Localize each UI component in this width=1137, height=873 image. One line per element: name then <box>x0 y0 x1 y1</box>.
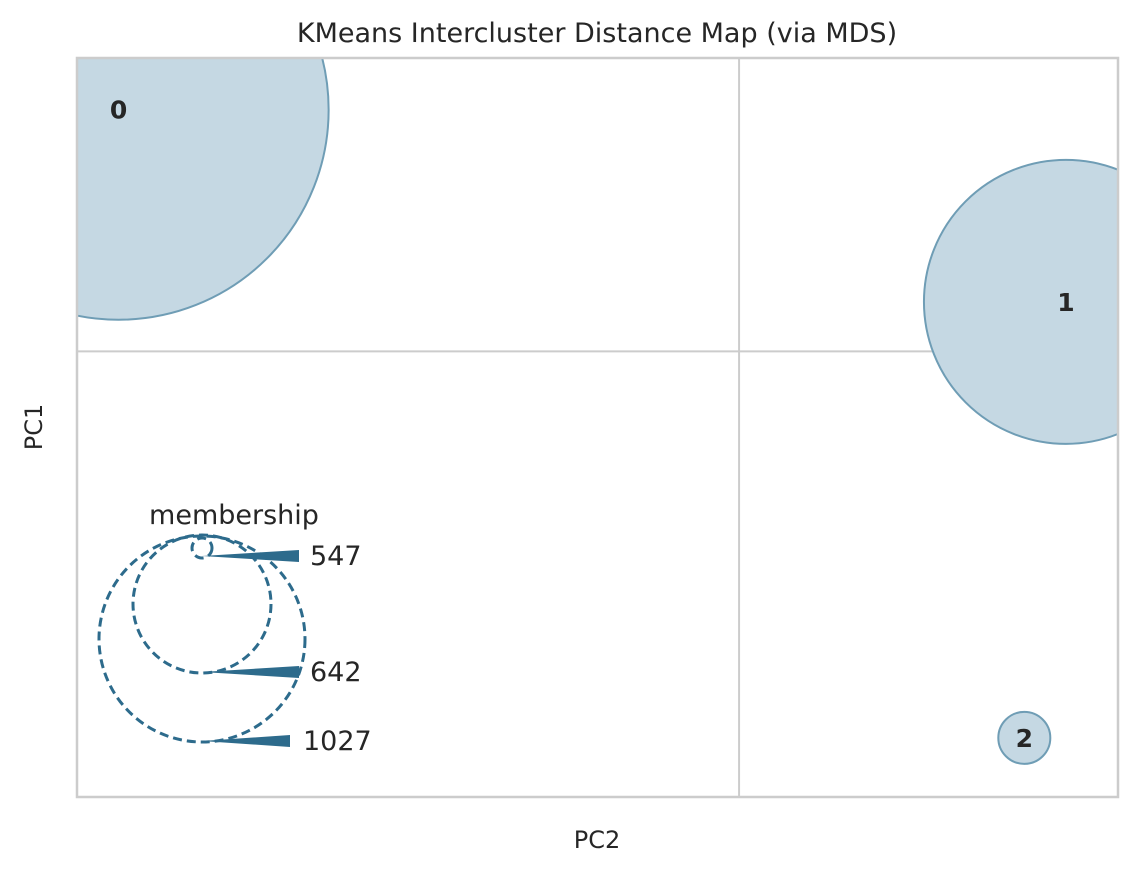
cluster-label-0: 0 <box>110 96 127 125</box>
cluster-label-1: 1 <box>1057 288 1074 317</box>
cluster-labels: 0 1 2 <box>110 96 1075 753</box>
x-axis-label: PC2 <box>574 826 621 854</box>
legend-pointer-1027 <box>202 735 290 747</box>
membership-legend: membership 547 642 1027 <box>97 500 372 757</box>
cluster-bubble-0 <box>77 58 330 321</box>
legend-entry-547: 547 <box>310 541 362 572</box>
legend-circle-547 <box>190 536 214 560</box>
cluster-bubble-2 <box>997 710 1052 765</box>
cluster-label-2: 2 <box>1016 724 1033 753</box>
legend-pointer-642 <box>202 666 299 678</box>
y-axis-label: PC1 <box>20 404 48 451</box>
cluster-bubbles <box>77 58 1118 765</box>
legend-title: membership <box>149 500 319 531</box>
chart-title: KMeans Intercluster Distance Map (via MD… <box>297 18 897 49</box>
legend-entry-1027: 1027 <box>303 726 372 757</box>
plot-frame <box>75 56 1120 799</box>
legend-circle-1027 <box>97 534 307 744</box>
legend-entry-642: 642 <box>310 657 362 688</box>
legend-circle-642 <box>131 533 273 675</box>
cluster-bubble-1 <box>922 158 1118 445</box>
